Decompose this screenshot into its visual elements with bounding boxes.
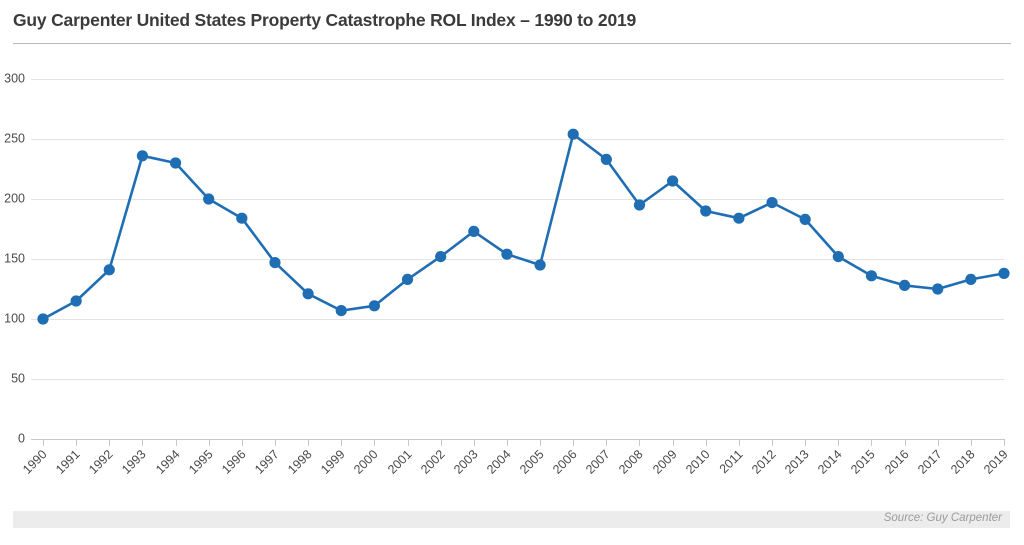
chart-plot-area: 0 50 100 150 200 250 300 1990 1991 1992 1993 1994 1…	[0, 48, 1024, 503]
x-axis-tick-label: 1996	[219, 447, 249, 477]
data-point-marker[interactable]	[667, 175, 679, 187]
data-series-group	[37, 128, 1010, 325]
data-point-marker[interactable]	[898, 279, 911, 291]
data-point-marker[interactable]	[37, 313, 49, 325]
x-axis-tick-label: 2016	[882, 447, 912, 477]
y-axis-tick-label: 0	[18, 431, 25, 445]
y-axis-tick-label: 300	[4, 71, 25, 85]
x-axis-tick-label: 2003	[451, 447, 481, 477]
x-axis-tick-label: 1991	[53, 447, 83, 477]
title-divider	[13, 43, 1011, 44]
title-block: Guy Carpenter United States Property Cat…	[0, 0, 1024, 48]
x-axis-tick-label: 2019	[981, 447, 1011, 477]
data-point-marker[interactable]	[832, 251, 844, 263]
x-axis-tick-label: 1997	[252, 447, 282, 477]
x-axis-tick-label: 2002	[418, 447, 448, 477]
source-note: Source: Guy Carpenter	[883, 512, 1002, 524]
data-point-marker[interactable]	[468, 225, 480, 237]
x-axis-tick-label: 2013	[782, 447, 812, 477]
footer-band	[13, 511, 1010, 528]
x-axis-tick-label: 1999	[318, 447, 348, 477]
x-axis-tick-label: 1995	[186, 447, 216, 477]
data-point-marker[interactable]	[733, 212, 745, 224]
y-axis-tick-labels: 0 50 100 150 200 250 300	[4, 71, 25, 445]
y-axis-tick-label: 50	[11, 371, 25, 385]
data-point-marker[interactable]	[567, 128, 579, 140]
data-point-marker[interactable]	[600, 153, 612, 165]
data-point-marker[interactable]	[633, 199, 646, 211]
x-axis-tick-label: 2005	[517, 447, 547, 477]
x-axis-tick-label: 2010	[683, 447, 713, 477]
data-point-marker[interactable]	[169, 157, 182, 169]
data-point-marker[interactable]	[236, 212, 248, 224]
x-axis-tick-labels: 1990 1991 1992 1993 1994 1995 1996 1997 1998 1999…	[20, 447, 1011, 477]
x-axis-tick-label: 1998	[285, 447, 315, 477]
x-axis-tick-label: 2014	[815, 447, 845, 477]
x-axis-tick-label: 2012	[749, 447, 779, 477]
x-axis-tick-label: 1994	[153, 447, 183, 477]
x-axis-tick-label: 2009	[650, 447, 680, 477]
y-axis-tick-label: 200	[4, 191, 25, 205]
data-point-marker[interactable]	[368, 300, 380, 312]
data-point-marker[interactable]	[401, 273, 414, 285]
data-point-marker[interactable]	[965, 273, 977, 285]
x-axis-tick-label: 1993	[119, 447, 149, 477]
x-axis-tick-label: 2007	[583, 447, 613, 477]
data-point-marker[interactable]	[203, 193, 215, 205]
data-point-marker[interactable]	[136, 150, 149, 162]
data-point-marker[interactable]	[435, 251, 447, 263]
data-point-marker[interactable]	[501, 248, 513, 260]
data-point-marker[interactable]	[269, 257, 281, 269]
x-axis-tick-label: 2015	[848, 447, 878, 477]
x-axis-tick-label: 1992	[86, 447, 116, 477]
data-point-marker[interactable]	[534, 259, 546, 271]
data-point-marker[interactable]	[865, 270, 878, 282]
x-axis-tick-label: 2000	[351, 447, 381, 477]
x-axis-tick-label: 2011	[717, 447, 746, 476]
gridlines-group	[31, 79, 1004, 440]
x-axis-tick-marks	[43, 439, 1005, 446]
x-axis-tick-label: 2004	[484, 447, 514, 477]
data-point-marker[interactable]	[70, 295, 82, 307]
data-point-marker[interactable]	[103, 264, 115, 276]
x-axis-tick-label: 2018	[948, 447, 978, 477]
y-axis-tick-label: 250	[4, 131, 25, 145]
page-title: Guy Carpenter United States Property Cat…	[13, 10, 637, 30]
y-axis-tick-label: 150	[4, 251, 25, 265]
data-point-marker[interactable]	[998, 267, 1010, 279]
x-axis-tick-label: 1990	[20, 447, 50, 477]
data-point-marker[interactable]	[799, 213, 811, 225]
x-axis-tick-label: 2017	[915, 447, 945, 477]
data-point-marker[interactable]	[302, 288, 314, 300]
x-axis-tick-label: 2001	[385, 447, 415, 477]
series-line	[41, 132, 1006, 321]
x-axis-tick-label: 2006	[550, 447, 580, 477]
data-point-marker[interactable]	[335, 305, 347, 317]
data-point-marker[interactable]	[932, 283, 944, 295]
x-axis-tick-label: 2008	[616, 447, 646, 477]
data-point-marker[interactable]	[766, 197, 778, 209]
y-axis-tick-label: 100	[4, 311, 25, 325]
data-point-marker[interactable]	[700, 205, 712, 217]
